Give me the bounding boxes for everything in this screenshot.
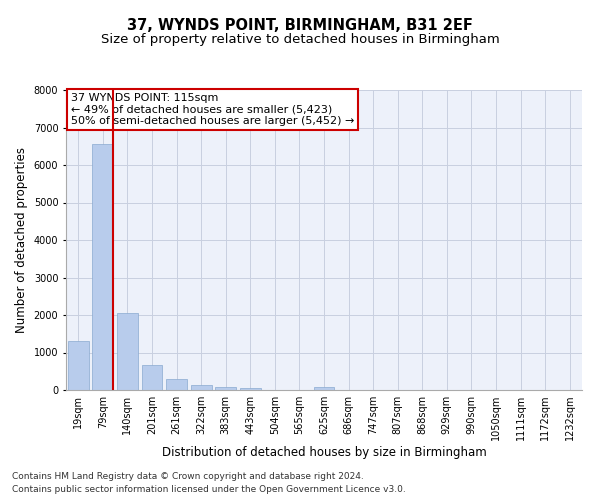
Bar — [117, 313, 138, 390]
Y-axis label: Number of detached properties: Number of detached properties — [15, 147, 28, 333]
Bar — [142, 364, 163, 390]
Text: Size of property relative to detached houses in Birmingham: Size of property relative to detached ho… — [101, 32, 499, 46]
Text: 37 WYNDS POINT: 115sqm
← 49% of detached houses are smaller (5,423)
50% of semi-: 37 WYNDS POINT: 115sqm ← 49% of detached… — [71, 93, 355, 126]
Bar — [92, 144, 113, 390]
Text: 37, WYNDS POINT, BIRMINGHAM, B31 2EF: 37, WYNDS POINT, BIRMINGHAM, B31 2EF — [127, 18, 473, 32]
Bar — [166, 379, 187, 390]
Bar — [68, 341, 89, 390]
Bar — [191, 385, 212, 390]
Text: Contains public sector information licensed under the Open Government Licence v3: Contains public sector information licen… — [12, 484, 406, 494]
Bar — [314, 387, 334, 390]
Text: Contains HM Land Registry data © Crown copyright and database right 2024.: Contains HM Land Registry data © Crown c… — [12, 472, 364, 481]
X-axis label: Distribution of detached houses by size in Birmingham: Distribution of detached houses by size … — [161, 446, 487, 459]
Bar — [240, 388, 261, 390]
Bar — [215, 387, 236, 390]
